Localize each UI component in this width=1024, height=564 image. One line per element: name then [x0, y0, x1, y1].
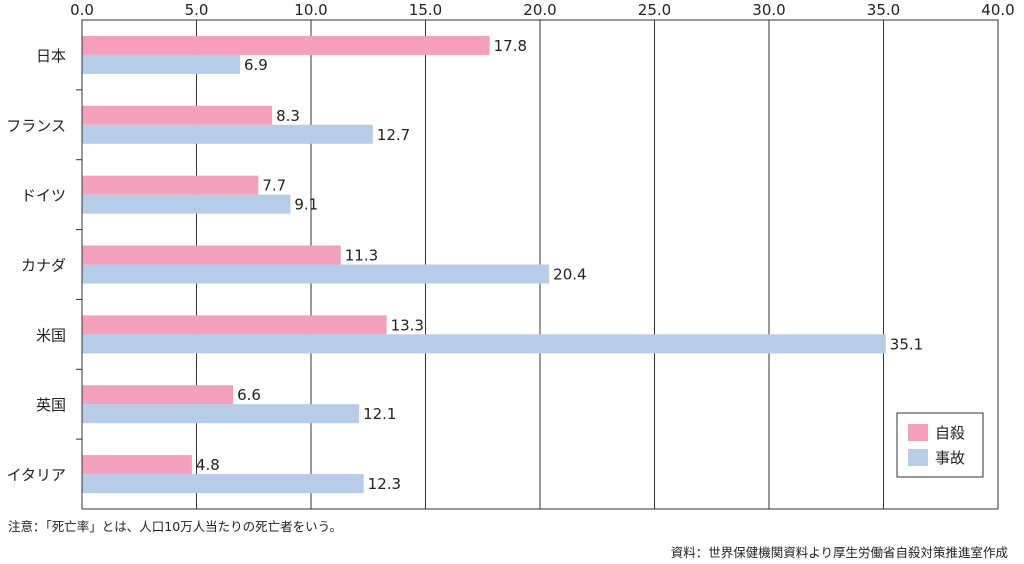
x-tick-label: 15.0 [409, 1, 442, 19]
data-label: 17.8 [494, 37, 527, 55]
x-tick-label: 40.0 [981, 1, 1014, 19]
category-label: 日本 [36, 47, 66, 65]
bar [82, 474, 364, 494]
bar [82, 245, 341, 265]
bar [82, 315, 387, 335]
bar [82, 334, 886, 354]
bar [82, 124, 373, 144]
data-label: 20.4 [553, 266, 586, 284]
data-label: 9.1 [294, 196, 318, 214]
data-label: 12.1 [363, 405, 396, 423]
legend-box [896, 412, 984, 478]
bar [82, 385, 234, 405]
x-tick-label: 35.0 [867, 1, 900, 19]
bar [82, 404, 360, 424]
chart-source: 資料：世界保健機関資料より厚生労働省自殺対策推進室作成 [670, 545, 1008, 560]
data-labels: 17.8 6.9 8.3 12.7 7.7 9.1 11.3 20.4 13.3 35.1 6.6 1… [196, 37, 923, 493]
legend-label: 自殺 [935, 424, 965, 442]
category-label: カナダ [21, 257, 66, 275]
legend-swatch [908, 424, 928, 441]
category-label: 米国 [36, 326, 66, 344]
x-tick-label: 25.0 [638, 1, 671, 19]
bar [82, 105, 273, 125]
x-tick-label: 0.0 [70, 1, 94, 19]
data-label: 35.1 [890, 335, 923, 353]
x-tick-label: 10.0 [294, 1, 327, 19]
bar [82, 264, 550, 284]
data-label: 6.9 [244, 56, 268, 74]
bar [82, 455, 192, 475]
data-label: 8.3 [276, 107, 300, 125]
legend-label: 事故 [935, 449, 965, 467]
legend-swatch [908, 449, 928, 466]
bar-chart: 0.0 5.0 10.0 15.0 20.0 25.0 30.0 35.0 40.0 日本フラン… [6, 1, 1015, 510]
chart-note: 注意：「死亡率」とは、人口10万人当たりの死亡者をいう。 [8, 519, 342, 534]
data-label: 4.8 [196, 456, 220, 474]
bar [82, 35, 490, 55]
data-label: 13.3 [391, 316, 424, 334]
x-axis-ticks: 0.0 5.0 10.0 15.0 20.0 25.0 30.0 35.0 40.0 [70, 1, 1015, 19]
bar [82, 54, 241, 74]
data-label: 12.7 [377, 126, 410, 144]
data-label: 6.6 [237, 386, 261, 404]
category-label: 英国 [36, 396, 66, 414]
data-label: 11.3 [345, 247, 378, 265]
data-label: 7.7 [262, 177, 286, 195]
plot-frame [76, 19, 999, 510]
category-label: フランス [6, 117, 66, 135]
plot-border [81, 19, 999, 510]
bars [82, 35, 886, 494]
bar [82, 175, 259, 195]
x-tick-label: 5.0 [185, 1, 209, 19]
bar [82, 194, 291, 214]
data-label: 12.3 [368, 475, 401, 493]
x-tick-label: 20.0 [523, 1, 556, 19]
category-label: ドイツ [21, 187, 66, 205]
x-tick-label: 30.0 [752, 1, 785, 19]
category-label: イタリア [7, 466, 66, 484]
